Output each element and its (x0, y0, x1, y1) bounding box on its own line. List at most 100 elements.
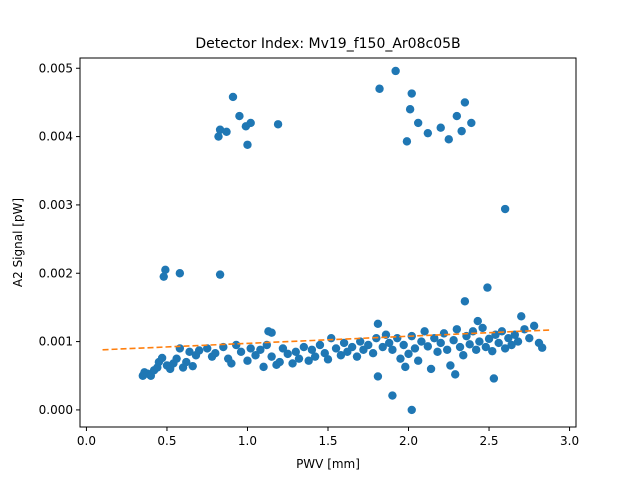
data-point (304, 356, 313, 365)
x-tick-label: 3.0 (560, 434, 579, 448)
data-point (157, 353, 167, 363)
data-point (500, 204, 510, 214)
y-tick-label: 0.001 (39, 335, 73, 349)
y-axis-label: A2 Signal [pW] (11, 198, 25, 287)
data-point (520, 325, 529, 334)
data-point (473, 316, 482, 326)
data-point (459, 351, 468, 360)
data-point (243, 356, 252, 365)
data-point (426, 364, 436, 374)
y-tick-label: 0.000 (39, 403, 73, 417)
data-point (273, 120, 283, 129)
data-point (246, 344, 255, 353)
data-point (251, 351, 260, 360)
data-point (375, 84, 384, 93)
y-tick-label: 0.002 (39, 266, 73, 280)
data-point (373, 372, 383, 381)
data-point (391, 66, 400, 76)
data-point (283, 349, 292, 359)
data-point (188, 361, 197, 371)
data-point (483, 283, 492, 292)
data-point (388, 391, 397, 400)
data-point (256, 345, 265, 354)
data-point (175, 269, 185, 278)
data-point (378, 342, 387, 352)
data-point (430, 333, 439, 343)
data-point (457, 126, 466, 136)
data-point (294, 354, 304, 363)
data-point (243, 140, 252, 149)
data-point (413, 356, 423, 365)
data-point (494, 338, 503, 348)
scatter-series (138, 66, 547, 415)
data-point (159, 272, 168, 281)
data-point (413, 118, 423, 128)
data-point (347, 342, 357, 352)
plot-area (80, 58, 576, 427)
data-point (475, 337, 484, 346)
data-point (172, 354, 181, 363)
data-point (529, 321, 539, 331)
x-tick-label: 0.0 (77, 434, 96, 448)
data-point (451, 370, 460, 379)
data-point (246, 118, 255, 128)
data-point (489, 374, 499, 383)
data-point (364, 340, 373, 350)
data-point (336, 351, 346, 360)
data-point (449, 336, 458, 345)
data-point (465, 340, 474, 349)
data-point (368, 349, 378, 358)
data-point (235, 111, 244, 121)
data-point (537, 343, 547, 352)
fit-line (102, 329, 551, 351)
data-point (194, 346, 204, 355)
x-axis: 0.0 0.5 1.0 1.5 2.0 2.5 3.0 (77, 427, 579, 448)
data-point (517, 312, 526, 321)
data-point (399, 340, 408, 350)
data-point (442, 345, 452, 354)
data-point (500, 344, 510, 353)
data-point (215, 270, 225, 279)
data-point (484, 334, 494, 344)
data-point (288, 359, 297, 368)
data-point (417, 337, 426, 346)
data-point (423, 128, 433, 138)
data-point (396, 354, 405, 363)
data-point (513, 337, 523, 346)
data-point (407, 89, 416, 98)
data-point (507, 340, 516, 350)
data-point (481, 342, 491, 352)
data-point (323, 355, 333, 364)
y-tick-label: 0.004 (39, 130, 73, 144)
data-point (401, 362, 410, 372)
data-point (259, 362, 268, 372)
data-point (510, 330, 520, 339)
data-point (402, 137, 412, 146)
data-point (356, 337, 365, 346)
data-point (228, 92, 238, 102)
data-point (407, 405, 416, 415)
data-point (468, 327, 478, 336)
fit-line-series (102, 329, 551, 351)
data-point (436, 338, 445, 348)
y-axis: 0.000 0.001 0.002 0.003 0.004 0.005 (39, 61, 80, 417)
data-point (460, 98, 470, 107)
x-tick-label: 2.5 (479, 434, 498, 448)
data-point (227, 359, 236, 368)
x-axis-label: PWV [mm] (296, 457, 360, 471)
x-tick-label: 0.5 (157, 434, 176, 448)
data-point (182, 357, 191, 367)
data-point (471, 345, 481, 354)
data-point (488, 346, 497, 356)
data-point (388, 345, 397, 354)
data-point (460, 297, 470, 306)
data-point (478, 323, 487, 333)
data-point (267, 352, 276, 361)
data-point (236, 347, 246, 357)
plot-background (80, 58, 576, 427)
x-tick-label: 1.0 (238, 434, 257, 448)
data-point (420, 327, 429, 336)
data-point (452, 325, 462, 334)
data-point (339, 338, 349, 348)
